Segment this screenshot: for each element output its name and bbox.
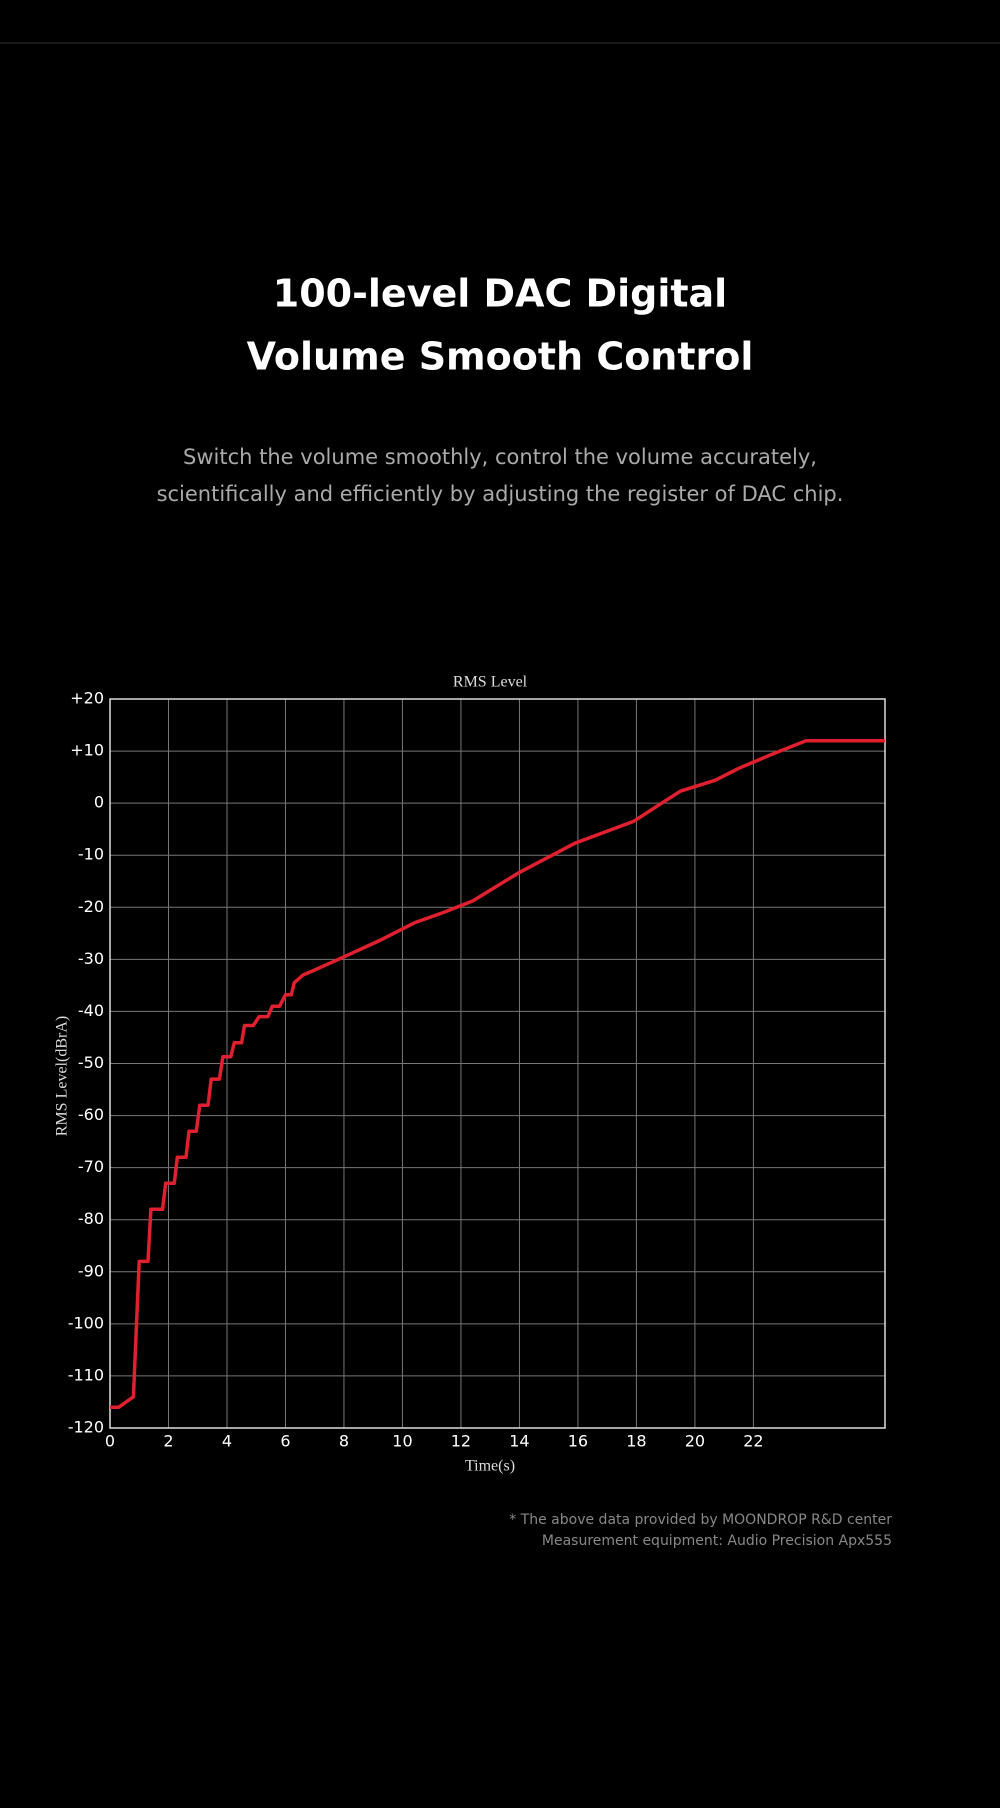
y-tick-label: -50 [78, 1053, 104, 1072]
x-tick-label: 6 [280, 1432, 290, 1451]
footnote: * The above data provided by MOONDROP R&… [509, 1512, 892, 1528]
y-tick-label: -120 [68, 1418, 104, 1437]
x-tick-label: 20 [685, 1432, 705, 1451]
y-tick-label: -110 [68, 1365, 104, 1384]
y-tick-label: -10 [78, 845, 104, 864]
y-tick-label: -20 [78, 897, 104, 916]
x-axis-label: Time(s) [465, 1458, 515, 1475]
y-tick-label: -60 [78, 1105, 104, 1124]
y-tick-label: +20 [70, 689, 104, 708]
subtitle: Switch the volume smoothly, control the … [183, 445, 817, 469]
title: 100-level DAC Digital [273, 272, 727, 316]
y-tick-label: 0 [94, 793, 104, 812]
x-tick-label: 2 [163, 1432, 173, 1451]
y-axis-label: RMS Level(dBrA) [54, 1016, 71, 1136]
y-tick-label: -70 [78, 1157, 104, 1176]
footnote: Measurement equipment: Audio Precision A… [542, 1533, 892, 1549]
title: Volume Smooth Control [247, 335, 754, 379]
plot-frame [109, 698, 886, 1429]
x-tick-label: 4 [222, 1432, 232, 1451]
y-tick-label: +10 [70, 741, 104, 760]
y-tick-label: -100 [68, 1313, 104, 1332]
subtitle: scientifically and efficiently by adjust… [157, 482, 844, 506]
x-tick-label: 12 [451, 1432, 471, 1451]
x-tick-label: 22 [743, 1432, 763, 1451]
x-tick-label: 16 [568, 1432, 588, 1451]
x-tick-label: 14 [509, 1432, 529, 1451]
y-tick-label: -90 [78, 1261, 104, 1280]
x-tick-label: 10 [392, 1432, 412, 1451]
y-tick-label: -30 [78, 949, 104, 968]
x-tick-label: 18 [626, 1432, 646, 1451]
x-tick-label: 8 [339, 1432, 349, 1451]
data-line [110, 738, 885, 1409]
y-tick-label: -80 [78, 1209, 104, 1228]
y-tick-label: -40 [78, 1001, 104, 1020]
chart-title: RMS Level [453, 674, 528, 691]
x-tick-label: 0 [105, 1432, 115, 1451]
